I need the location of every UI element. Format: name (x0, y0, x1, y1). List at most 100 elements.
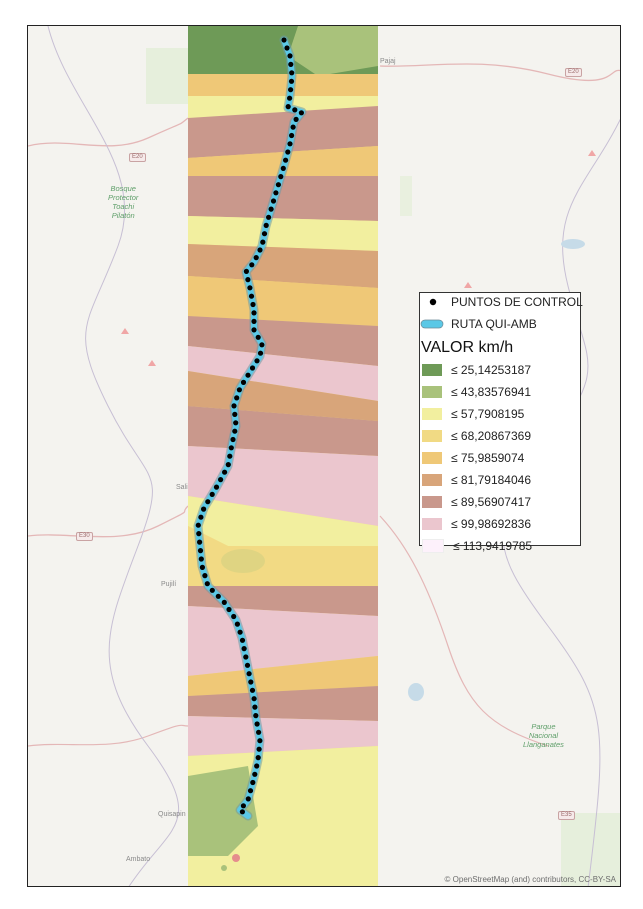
raster-zone (188, 276, 378, 326)
control-point (246, 671, 252, 677)
raster-zone (188, 496, 378, 546)
control-point (222, 469, 228, 475)
control-point (288, 78, 295, 84)
road-line (379, 63, 620, 82)
lake (408, 683, 424, 701)
raster-zone (221, 865, 227, 871)
control-point (240, 803, 246, 809)
control-point (237, 629, 243, 635)
raster-zone (188, 74, 378, 96)
control-point (227, 453, 233, 459)
control-point (202, 573, 208, 579)
place-label: Sali (176, 484, 188, 491)
control-point (273, 190, 279, 196)
peak-marker (588, 150, 596, 156)
control-point (253, 255, 259, 261)
control-point (225, 462, 231, 468)
control-point (254, 358, 260, 364)
basemap-layer (28, 26, 620, 886)
control-point (243, 268, 249, 274)
control-point-symbol (429, 298, 437, 306)
legend-class-label: ≤ 99,98692836 (451, 517, 531, 531)
raster-zone (188, 526, 378, 586)
control-point (218, 477, 224, 483)
control-point (247, 788, 254, 794)
park-area (561, 813, 620, 886)
peak-marker (148, 360, 156, 366)
control-point (251, 310, 257, 316)
raster-zone (232, 854, 240, 862)
control-point (257, 350, 264, 356)
control-point (226, 606, 232, 613)
raster-zone (188, 716, 378, 756)
border-line (47, 26, 179, 886)
control-point (251, 327, 257, 333)
control-point (254, 763, 260, 769)
legend-route-label: RUTA QUI-AMB (451, 317, 537, 331)
park-label: Bosque Protector Toachi Pilatón (108, 184, 139, 220)
control-point (239, 809, 245, 815)
control-point (215, 593, 221, 599)
control-point (268, 206, 274, 212)
road-shield: E30 (76, 532, 93, 541)
control-point (245, 277, 251, 283)
park-label: Parque Nacional Llanganates (523, 722, 564, 749)
control-point (251, 696, 257, 702)
control-point (255, 334, 261, 340)
legend-class-row: ≤ 99,98692836 (420, 517, 531, 531)
legend-class-label: ≤ 68,20867369 (451, 429, 531, 443)
raster-zone (188, 316, 378, 366)
control-point (280, 165, 286, 171)
legend-class-label: ≤ 75,9859074 (451, 451, 525, 465)
legend-swatch (422, 474, 442, 486)
control-point (199, 564, 205, 571)
legend-class-row: ≤ 89,56907417 (420, 495, 531, 509)
road-shield: E35 (558, 811, 575, 820)
park-area (146, 48, 188, 104)
control-point (260, 239, 266, 245)
legend-class-label: ≤ 43,83576941 (451, 385, 531, 399)
legend-title: VALOR km/h (421, 339, 514, 356)
road-line (28, 505, 189, 538)
legend-swatch (422, 408, 442, 420)
control-point (285, 149, 291, 155)
peak-marker (464, 282, 472, 288)
control-point (257, 738, 263, 744)
control-point (209, 587, 215, 593)
route-symbol (420, 319, 444, 329)
control-point (231, 613, 237, 620)
raster-zone (188, 106, 378, 158)
control-point (231, 403, 237, 409)
raster-zone (188, 766, 258, 856)
control-point (255, 755, 261, 761)
legend-class-row: ≤ 57,7908195 (420, 407, 524, 421)
legend-swatch (422, 430, 442, 442)
control-point (205, 499, 211, 505)
control-point (284, 45, 290, 51)
legend-class-label: ≤ 89,56907417 (451, 495, 531, 509)
control-point (245, 372, 251, 378)
control-point (270, 198, 277, 204)
control-point (195, 522, 201, 528)
map-attribution: © OpenStreetMap (and) contributors, CC-B… (444, 875, 616, 884)
raster-zone (188, 686, 378, 721)
control-point (290, 124, 296, 130)
road-line (379, 515, 549, 747)
place-label: Quisapin (158, 811, 186, 818)
control-point (213, 484, 220, 490)
control-point (287, 95, 293, 101)
legend-class-row: ≤ 25,14253187 (420, 363, 531, 377)
park-area (400, 176, 412, 216)
control-point (253, 713, 259, 719)
place-label: Pujilí (161, 581, 177, 588)
raster-zone (188, 176, 378, 221)
control-point (249, 687, 256, 693)
control-point (254, 721, 260, 727)
control-point (204, 581, 210, 587)
map-canvas (28, 26, 620, 886)
legend-route-row: RUTA QUI-AMB (420, 317, 537, 331)
legend-points-label: PUNTOS DE CONTROL (451, 295, 583, 309)
control-point (251, 318, 257, 324)
raster-zone (188, 216, 378, 251)
control-point (234, 621, 240, 627)
